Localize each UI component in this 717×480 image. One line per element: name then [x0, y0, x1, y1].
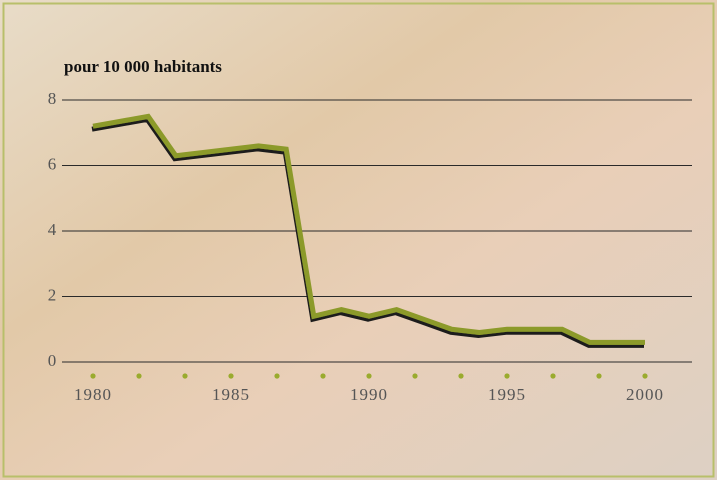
chart-title: pour 10 000 habitants	[64, 57, 222, 76]
x-dot	[596, 373, 602, 379]
x-dot	[136, 373, 142, 379]
x-dot	[642, 373, 648, 379]
x-dot	[412, 373, 418, 379]
y-tick-label: 4	[48, 220, 57, 239]
x-tick-label: 1990	[350, 385, 388, 404]
x-dot	[366, 373, 372, 379]
x-tick-label: 1985	[212, 385, 250, 404]
x-dot	[458, 373, 464, 379]
y-tick-label: 6	[48, 154, 57, 173]
y-tick-label: 0	[48, 351, 57, 370]
x-dot	[504, 373, 510, 379]
x-dot	[182, 373, 188, 379]
y-tick-label: 2	[48, 285, 57, 304]
x-tick-label: 1980	[74, 385, 112, 404]
x-dot	[90, 373, 96, 379]
y-tick-label: 8	[48, 89, 57, 108]
x-tick-label: 2000	[626, 385, 664, 404]
x-dot	[228, 373, 234, 379]
x-dot	[550, 373, 556, 379]
data-line	[92, 113, 645, 345]
x-tick-label: 1995	[488, 385, 526, 404]
x-minor-dots	[90, 373, 648, 379]
x-dot	[274, 373, 280, 379]
x-dot	[320, 373, 326, 379]
